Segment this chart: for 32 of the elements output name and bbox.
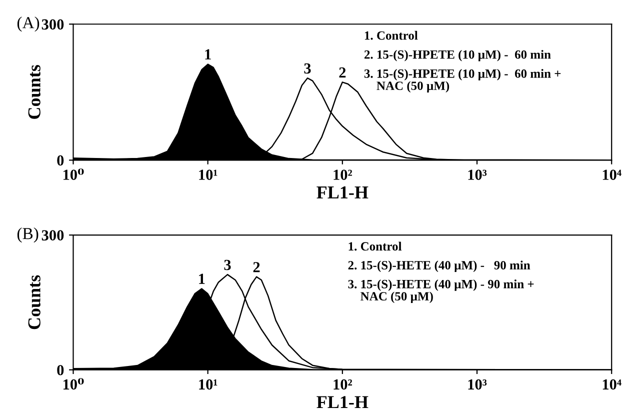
x-axis-title: FL1-H [316,396,368,408]
series-label: 1 [205,49,211,60]
series-label: 1 [199,274,205,284]
x-tick-label: 10² [334,170,352,180]
annotation: 3. 15-(S)-HETE (40 µM) - 90 min + NAC (50 µM) [348,280,534,304]
x-tick-label: 10⁴ [602,170,622,180]
y-tick-label: 0 [57,364,64,376]
y-axis-title: Counts [28,64,40,119]
annotation: 1. Control [364,30,418,40]
x-axis-title: FL1-H [316,186,368,198]
chart-title: (B) [17,227,38,243]
y-axis-title: Counts [28,275,40,330]
annotation: 2. 15-(S)-HETE (40 µM) - 90 min [348,260,530,272]
annotation: 2. 15-(S)-HPETE (10 µM) - 60 min [364,50,551,62]
annotation: 3. 15-(S)-HPETE (10 µM) - 60 min + NAC (50 µM) [364,69,561,93]
chart-title: (A) [17,16,40,32]
y-tick-label: 0 [57,155,64,166]
series-label: 3 [304,63,311,74]
x-tick-label: 10³ [468,170,487,180]
x-tick-label: 10¹ [199,379,218,390]
series-label: 2 [339,67,346,78]
x-tick-label: 10⁰ [63,378,84,390]
x-tick-label: 10² [334,379,352,390]
series-label: 2 [253,262,260,272]
x-tick-label: 10³ [468,379,487,390]
y-tick-label: 300 [42,230,64,240]
annotation: 1. Control [348,242,402,251]
series-label: 3 [224,260,231,270]
x-tick-label: 10⁰ [63,168,84,180]
x-tick-label: 10¹ [199,170,218,180]
y-tick-label: 300 [42,19,64,30]
x-tick-label: 10⁴ [602,379,622,390]
